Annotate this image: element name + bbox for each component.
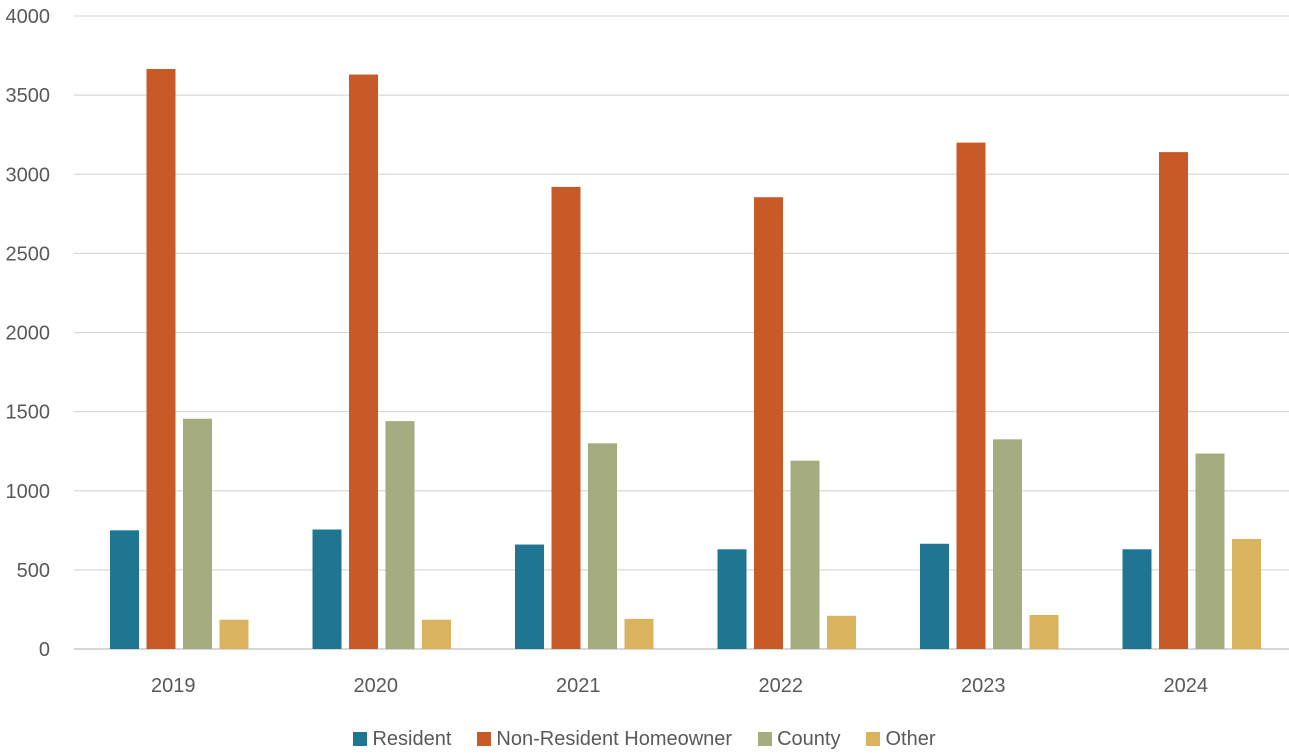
bar-non-resident-homeowner-2024 [1159,152,1188,649]
bar-resident-2019 [110,530,139,649]
legend-item: Resident [353,728,451,751]
legend-item: Non-Resident Homeowner [477,728,732,751]
bar-other-2019 [219,619,249,649]
gridlines [74,15,1289,650]
x-axis-ticks: 2019 2020 2021 2022 2023 2024 [151,675,1208,697]
legend-swatch [353,732,368,746]
bar-other-2022 [827,615,856,649]
bar-county-2019 [183,418,212,649]
x-tick-label: 2023 [961,675,1006,697]
bar-non-resident-homeowner-2022 [754,197,783,650]
y-axis-ticks: 0 500 1000 1500 2000 2500 3000 3500 4000 [6,6,51,661]
y-tick-label: 2500 [6,243,51,265]
y-tick-label: 3000 [6,164,51,186]
bar-non-resident-homeowner-2023 [956,142,986,649]
x-tick-label: 2020 [354,675,399,697]
legend-swatch [758,732,773,746]
legend-label: County [777,727,841,750]
y-tick-label: 1500 [6,402,51,424]
bar-other-2023 [1029,614,1059,649]
x-tick-label: 2019 [151,675,196,697]
legend-item: County [758,728,840,751]
legend-swatch [477,732,492,746]
y-tick-label: 3500 [6,85,51,107]
legend-label: Resident [372,727,452,750]
bar-resident-2022 [717,549,747,649]
bar-county-2022 [790,460,820,649]
y-tick-label: 4000 [6,6,51,28]
legend-label: Non-Resident Homeowner [496,727,733,750]
legend-label: Other [885,727,936,750]
bar-county-2020 [385,421,415,649]
bar-other-2024 [1232,539,1261,649]
bar-resident-2020 [312,529,342,649]
bars [110,69,1261,650]
bar-resident-2021 [515,544,544,649]
y-tick-label: 0 [39,639,50,661]
legend: Resident Non-Resident Homeowner County Othe… [0,724,1289,754]
bar-county-2021 [588,443,617,649]
bar-other-2020 [422,619,451,649]
bar-resident-2023 [920,543,949,649]
y-tick-label: 2000 [6,323,51,345]
x-tick-label: 2021 [556,675,601,697]
bar-resident-2024 [1122,549,1152,649]
legend-item: Other [866,727,936,751]
x-tick-label: 2022 [759,675,804,697]
x-tick-label: 2024 [1164,675,1209,697]
y-tick-label: 1000 [6,481,51,503]
y-tick-label: 500 [17,560,50,582]
bar-non-resident-homeowner-2019 [146,69,176,650]
legend-swatch [866,732,881,746]
bar-non-resident-homeowner-2021 [551,186,581,649]
bar-county-2023 [993,439,1022,649]
bar-county-2024 [1195,453,1225,649]
bar-non-resident-homeowner-2020 [349,74,378,650]
bar-other-2021 [624,618,654,649]
